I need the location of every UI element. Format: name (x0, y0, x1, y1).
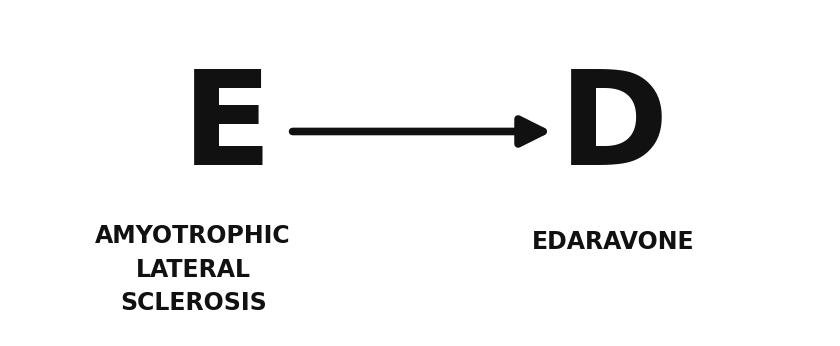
Text: E: E (181, 64, 272, 192)
Text: EDARAVONE: EDARAVONE (532, 230, 695, 254)
Text: D: D (559, 64, 668, 192)
Text: AMYOTROPHIC
LATERAL
SCLEROSIS: AMYOTROPHIC LATERAL SCLEROSIS (96, 224, 291, 316)
